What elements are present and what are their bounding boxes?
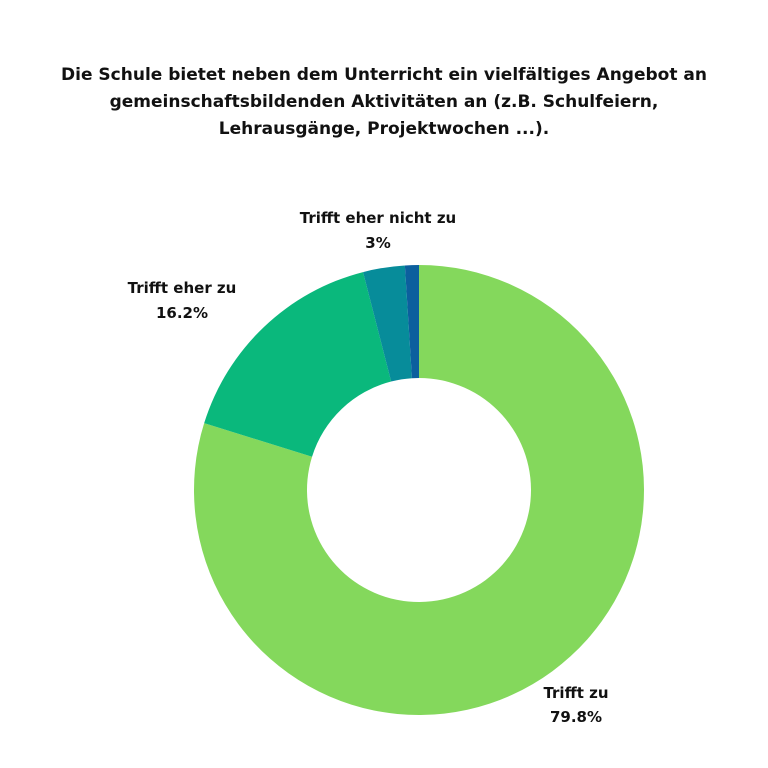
donut-slice-1	[193, 265, 644, 715]
donut-slices	[193, 265, 644, 715]
donut-slice-4	[404, 265, 419, 379]
slice-value-trifft-zu: 79.8%	[550, 708, 602, 726]
slice-label-trifft-eher-zu: Trifft eher zu	[128, 279, 237, 297]
chart-title-line-1: Die Schule bietet neben dem Unterricht e…	[61, 65, 707, 85]
slice-value-trifft-eher-zu: 16.2%	[156, 304, 208, 322]
chart-title-line-2: gemeinschaftsbildenden Aktivitäten an (z…	[109, 92, 659, 112]
chart-title: Die Schule bietet neben dem Unterricht e…	[20, 62, 748, 143]
slice-label-trifft-eher-nicht-zu: Trifft eher nicht zu	[300, 209, 457, 227]
slice-label-trifft-zu: Trifft zu	[543, 684, 608, 702]
slice-value-trifft-eher-nicht-zu: 3%	[365, 234, 390, 252]
donut-slice-2	[204, 272, 392, 457]
chart-title-line-3: Lehrausgänge, Projektwochen ...).	[218, 119, 550, 139]
donut-slice-3	[363, 265, 412, 382]
slice-labels: Trifft zu 79.8% Trifft eher zu 16.2% Tri…	[128, 209, 609, 726]
